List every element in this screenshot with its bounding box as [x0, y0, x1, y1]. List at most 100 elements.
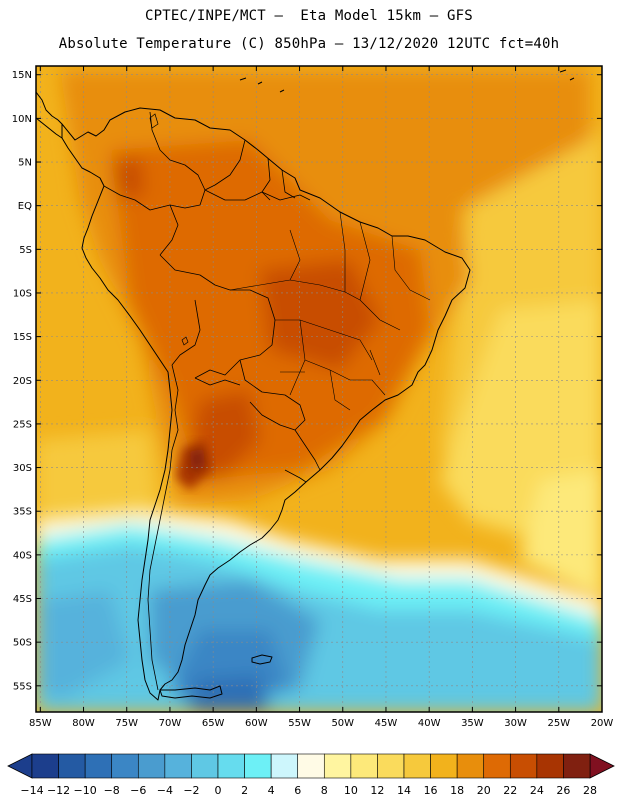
lat-label: 35S	[13, 507, 32, 518]
colorbar-label: −6	[130, 784, 146, 797]
colorbar-cell	[137, 753, 166, 779]
lat-label: 15S	[13, 332, 32, 343]
colorbar-label: −12	[47, 784, 70, 797]
colorbar-label: 0	[215, 784, 222, 797]
colorbar-cell	[483, 753, 511, 779]
colorbar-cell	[323, 753, 352, 779]
colorbar-label: 26	[556, 784, 570, 797]
lon-label: 30W	[504, 718, 527, 729]
lat-label: 45S	[13, 594, 32, 605]
colorbar-cell	[403, 753, 431, 779]
lat-label: 20S	[13, 376, 32, 387]
chart-title-line-1: CPTEC/INPE/MCT – Eta Model 15km – GFS	[145, 8, 473, 24]
colorbar-cell	[456, 753, 485, 779]
lon-label: 35W	[461, 718, 484, 729]
colorbar-label: 8	[321, 784, 328, 797]
lat-label: 30S	[13, 463, 32, 474]
colorbar-cell	[350, 753, 378, 779]
colorbar-label: −2	[183, 784, 199, 797]
lon-label: 65W	[202, 718, 225, 729]
colorbar-label: 28	[583, 784, 597, 797]
border-colombia-peru-ecuador	[103, 185, 179, 256]
coastlines	[36, 69, 575, 701]
colorbar-label: 2	[241, 784, 248, 797]
colorbar-left-arrow	[7, 753, 33, 779]
colorbar-cell	[536, 753, 564, 779]
border-bolivia	[194, 289, 276, 379]
lake-titicaca	[181, 336, 189, 346]
colorbar-label: 10	[344, 784, 358, 797]
field-cold-pacific	[40, 590, 130, 700]
colorbar-cell	[270, 753, 299, 779]
lon-label: 60W	[245, 718, 268, 729]
axis-ticks	[36, 66, 603, 712]
field-argentina-max	[190, 448, 205, 472]
colorbar-right-arrow	[589, 753, 615, 779]
lat-label: 5N	[18, 158, 32, 169]
map-frame	[35, 65, 603, 713]
colorbar-label: 4	[268, 784, 275, 797]
border-argentina-brazil-uruguay	[284, 429, 321, 483]
colorbar-cell	[164, 753, 192, 779]
central-america-coastline	[36, 91, 63, 139]
falkland-islands	[251, 654, 273, 665]
lon-label: 55W	[288, 718, 311, 729]
south-america-coastline	[61, 107, 471, 701]
colorbar-cell	[563, 753, 591, 779]
lat-label: 10N	[12, 114, 32, 125]
lat-label: 50S	[13, 638, 32, 649]
colorbar-cell	[84, 753, 113, 779]
colorbar-label: 16	[424, 784, 438, 797]
lon-label: 40W	[418, 718, 441, 729]
border-chile-argentina	[147, 364, 179, 691]
colorbar-cells	[31, 753, 591, 779]
lon-label: 20W	[591, 718, 614, 729]
colorbar-cell	[191, 753, 219, 779]
colorbar-label: −10	[74, 784, 97, 797]
lat-label: 55S	[13, 681, 32, 692]
colorbar-label: −4	[157, 784, 173, 797]
graticule	[36, 66, 602, 712]
colorbar-cell	[217, 753, 245, 779]
lat-label: EQ	[18, 201, 32, 212]
border-guianas	[261, 157, 296, 201]
latitude-labels: 15N 10N 5N EQ 5S 10S 15S 20S 25S 30S 35S 40S 45S 50S 5…	[12, 70, 32, 692]
temperature-field	[36, 66, 602, 712]
colorbar-label: −14	[20, 784, 43, 797]
lat-label: 5S	[19, 245, 32, 256]
tierra-del-fuego	[159, 685, 223, 699]
colorbar-cell	[297, 753, 325, 779]
border-venezuela-guyana	[204, 139, 246, 191]
lon-label: 70W	[159, 718, 182, 729]
colorbar-labels: −14 −12 −10 −8 −6 −4 −2 0 2 4 6 8 10 12 14 16 18 20 22 24 26…	[20, 784, 597, 797]
colorbar-label: 6	[294, 784, 301, 797]
country-borders	[103, 111, 431, 691]
field-cold-tip	[190, 675, 270, 712]
border-colombia-venezuela	[149, 111, 206, 209]
colorbar-cell	[244, 753, 272, 779]
longitude-labels: 85W 80W 75W 70W 65W 60W 55W 50W 45W 40W 35W 30W 25W 2…	[29, 718, 613, 729]
lat-label: 10S	[13, 288, 32, 299]
colorbar-label: 18	[450, 784, 464, 797]
lakes	[149, 113, 189, 346]
colorbar-cell	[509, 753, 538, 779]
colorbar-label: 22	[503, 784, 517, 797]
border-argentina-bolivia	[194, 377, 241, 386]
colorbar-label: 14	[397, 784, 411, 797]
colorbar-cell	[430, 753, 458, 779]
border-paraguay	[239, 359, 306, 431]
field-atlantic-cool	[520, 470, 602, 600]
colorbar-label: 24	[530, 784, 544, 797]
colorbar: −14 −12 −10 −8 −6 −4 −2 0 2 4 6 8 10 12 14 16 18 20 22 24 26…	[7, 753, 615, 797]
lon-label: 80W	[72, 718, 95, 729]
colorbar-label: −8	[104, 784, 120, 797]
lat-label: 40S	[13, 550, 32, 561]
field-andes-north	[112, 155, 145, 200]
lon-label: 75W	[115, 718, 138, 729]
lake-maracaibo	[149, 113, 159, 129]
colorbar-label: 20	[477, 784, 491, 797]
colorbar-cell	[377, 753, 405, 779]
border-brazil-north	[204, 189, 311, 201]
lat-label: 15N	[12, 70, 32, 81]
